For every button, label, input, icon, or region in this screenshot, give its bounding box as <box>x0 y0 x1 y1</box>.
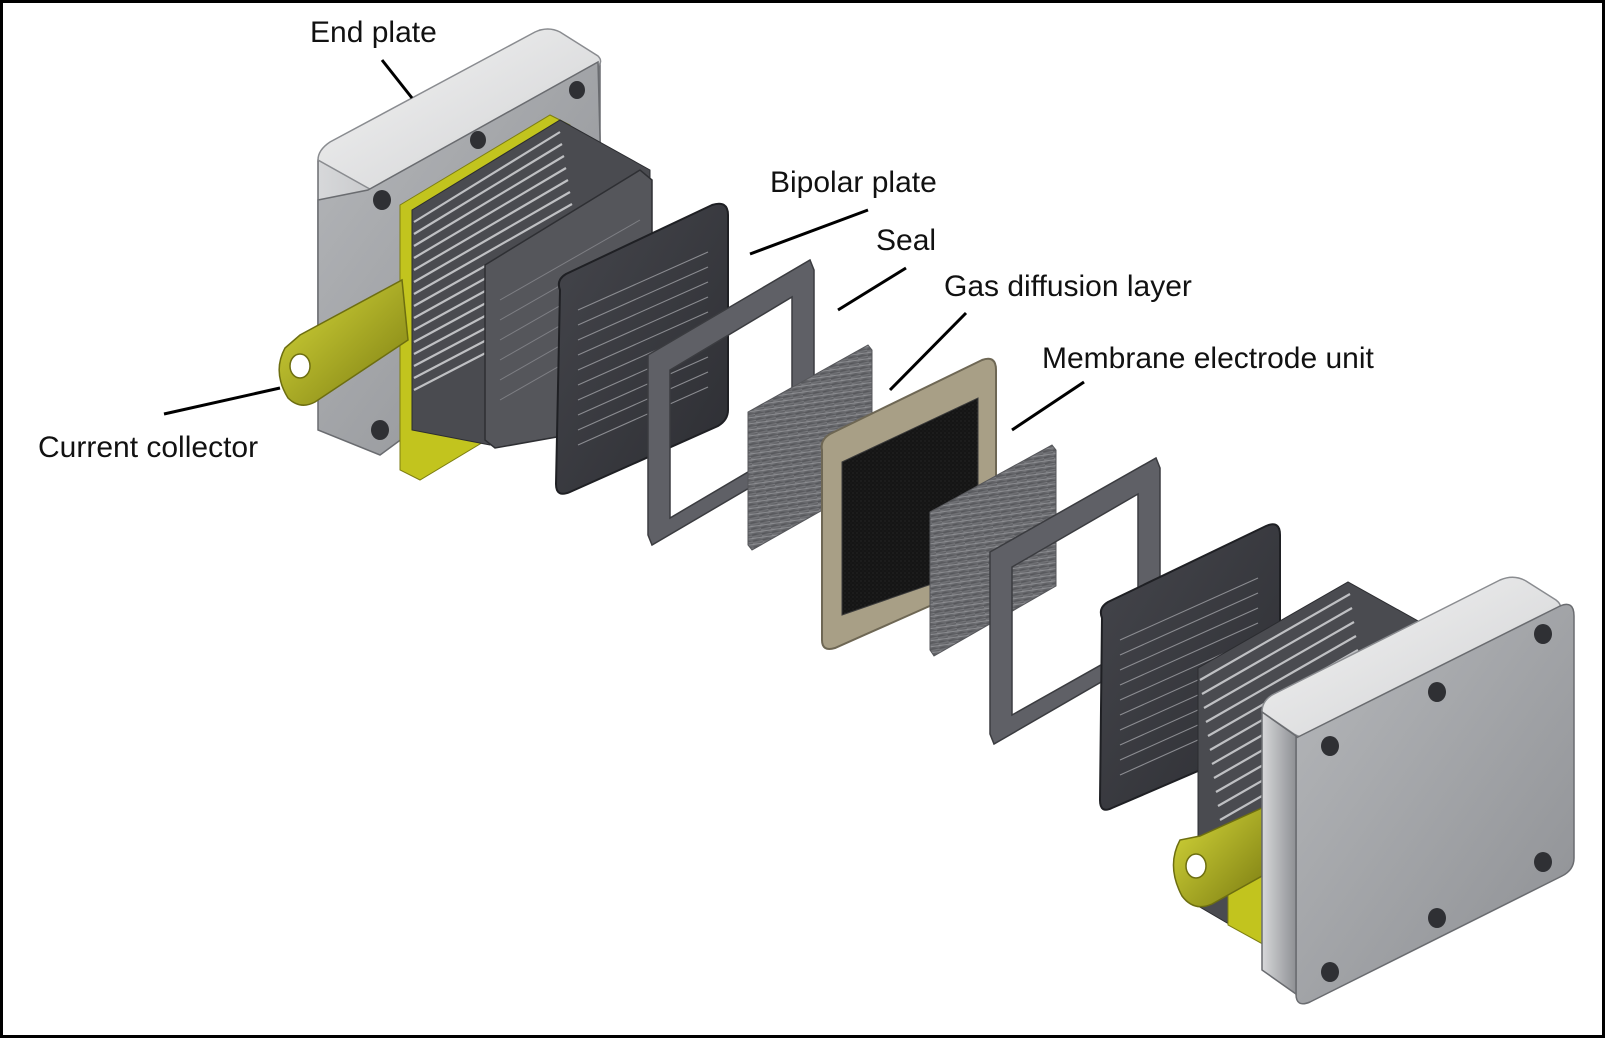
leader-end-plate <box>380 59 414 99</box>
right-end-plate <box>1261 576 1575 1005</box>
end-plate-hole-icon <box>1321 736 1339 756</box>
right-current-collector <box>1172 806 1263 908</box>
end-plate-hole-icon <box>1534 852 1552 872</box>
bipolar-plate-left <box>554 202 729 495</box>
label-seal: Seal <box>876 224 936 257</box>
left-current-collector <box>278 278 409 406</box>
collector-hole-icon <box>289 353 311 379</box>
collector-hole-icon <box>1185 853 1207 879</box>
label-gas-diffusion-layer: Gas diffusion layer <box>944 270 1192 303</box>
label-end-plate: End plate <box>310 16 437 49</box>
leader-current-collector <box>163 386 281 416</box>
leader-membrane-electrode-unit <box>1011 380 1085 432</box>
end-plate-hole-icon <box>569 81 585 99</box>
leader-gas-diffusion-layer <box>888 311 968 392</box>
end-plate-hole-icon <box>1428 908 1446 928</box>
end-plate-hole-icon <box>371 420 389 440</box>
end-plate-hole-icon <box>470 131 486 149</box>
leader-bipolar-plate <box>749 208 869 256</box>
leader-lines <box>163 59 1085 432</box>
label-membrane-electrode-unit: Membrane electrode unit <box>1042 342 1375 375</box>
end-plate-hole-icon <box>1534 624 1552 644</box>
end-plate-hole-icon <box>1428 682 1446 702</box>
leader-seal <box>837 266 907 312</box>
label-current-collector: Current collector <box>38 431 258 464</box>
end-plate-hole-icon <box>1321 962 1339 982</box>
end-plate-hole-icon <box>373 190 391 210</box>
label-bipolar-plate: Bipolar plate <box>770 166 937 199</box>
